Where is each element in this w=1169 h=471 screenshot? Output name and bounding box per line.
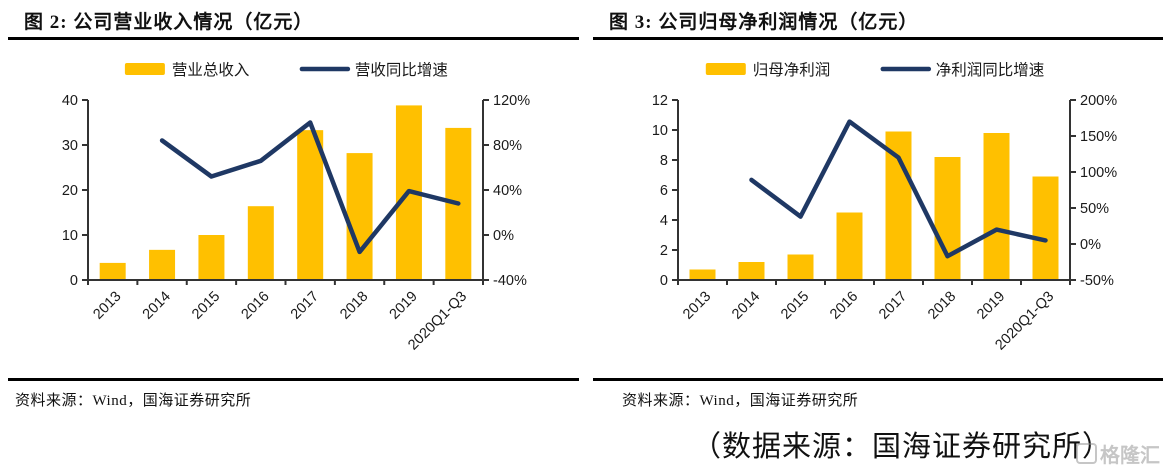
y-tick-label: 10 <box>62 228 78 244</box>
data-source-caption: （数据来源：国海证券研究所） <box>692 431 1113 463</box>
watermark: 格隆汇 <box>1076 439 1160 468</box>
x-tick-label: 2017 <box>876 289 910 323</box>
x-tick-label: 2013 <box>680 289 714 323</box>
x-tick-label: 2017 <box>288 289 322 323</box>
right-tick-label: 40% <box>493 183 522 199</box>
legend-item-0: 营业总收入 <box>124 61 250 79</box>
bar-2016 <box>836 212 863 280</box>
bar-2013 <box>689 269 716 280</box>
x-tick-label: 2016 <box>827 289 861 323</box>
y-tick-label: 2 <box>660 243 668 259</box>
x-tick-label: 2016 <box>239 289 273 323</box>
x-tick-label: 2015 <box>778 289 812 323</box>
source-text: 资料来源：Wind，国海证券研究所 <box>15 393 252 409</box>
revenue-figure: 图 2: 公司营业收入情况（亿元） 0 10 20 30 40 -40% 0% 40% 80% 1… <box>0 0 585 418</box>
right-tick-label: 200% <box>1080 93 1117 109</box>
right-tick-label: 100% <box>1080 165 1117 181</box>
watermark-text: 格隆汇 <box>1100 445 1160 467</box>
legend-label: 净利润同比增速 <box>936 61 1045 79</box>
bar-2017 <box>297 130 324 280</box>
x-tick-label: 2018 <box>925 289 959 323</box>
bar-2018 <box>934 157 961 280</box>
right-tick-label: 0% <box>493 228 514 244</box>
bar-2014 <box>738 262 765 280</box>
y-tick-label: 12 <box>652 93 668 109</box>
title-divider <box>8 37 579 40</box>
y-tick-label: 4 <box>660 213 668 229</box>
bar-2015 <box>198 235 225 280</box>
bar-2017 <box>885 131 912 280</box>
bar-2013 <box>99 262 126 280</box>
legend-label: 营业总收入 <box>172 61 250 79</box>
figure-title: 图 3: 公司归母净利润情况（亿元） <box>609 12 919 33</box>
x-tick-label: 2015 <box>189 289 223 323</box>
legend-item-1: 营收同比增速 <box>299 61 448 79</box>
title-divider <box>593 37 1163 40</box>
x-tick-label: 2018 <box>337 289 371 323</box>
watermark-logo-icon <box>1076 443 1097 464</box>
x-tick-label: 2019 <box>974 289 1008 323</box>
right-tick-label: 0% <box>1080 237 1101 253</box>
bar-2016 <box>247 206 274 280</box>
y-tick-label: 6 <box>660 183 668 199</box>
x-tick-label: 2013 <box>90 289 124 323</box>
right-tick-label: -50% <box>1080 273 1114 289</box>
y-tick-label: 20 <box>62 183 78 199</box>
source-divider <box>8 378 579 381</box>
x-tick-label: 2019 <box>387 289 421 323</box>
source-divider <box>593 378 1163 381</box>
legend-item-1: 净利润同比增速 <box>880 61 1045 79</box>
y-tick-label: 10 <box>652 123 668 139</box>
bar-2020Q1-Q3 <box>1032 176 1059 280</box>
source-text: 资料来源：Wind，国海证券研究所 <box>622 393 859 409</box>
legend-label: 归母净利润 <box>753 61 831 79</box>
y-tick-label: 0 <box>70 273 78 289</box>
right-tick-label: 150% <box>1080 129 1117 145</box>
x-tick-label: 2014 <box>140 289 174 323</box>
y-tick-label: 30 <box>62 138 78 154</box>
bar-2014 <box>149 249 176 280</box>
right-tick-label: 80% <box>493 138 522 154</box>
x-tick-label: 2014 <box>729 289 763 323</box>
right-tick-label: 50% <box>1080 201 1109 217</box>
growth-line <box>749 119 1048 259</box>
legend-item-0: 归母净利润 <box>705 61 831 79</box>
right-tick-label: -40% <box>493 273 527 289</box>
legend-bar-swatch <box>705 63 746 75</box>
bar-2019 <box>983 133 1010 280</box>
revenue-chart: 0 10 20 30 40 -40% 0% 40% 80% 120% 2013 2014 2015 201… <box>62 61 530 353</box>
y-tick-label: 0 <box>660 273 668 289</box>
net-profit-figure: 图 3: 公司归母净利润情况（亿元） 0 2 4 6 8 10 12 -50% 0% 50% 100… <box>585 0 1169 418</box>
growth-line <box>159 120 461 255</box>
bar-2018 <box>346 153 373 280</box>
bar-2015 <box>787 254 814 280</box>
y-tick-label: 8 <box>660 153 668 169</box>
legend-bar-swatch <box>124 63 165 75</box>
y-tick-label: 40 <box>62 93 78 109</box>
right-tick-label: 120% <box>493 93 530 109</box>
legend-label: 营收同比增速 <box>355 61 448 79</box>
figure-title: 图 2: 公司营业收入情况（亿元） <box>24 12 314 33</box>
net-profit-chart: 0 2 4 6 8 10 12 -50% 0% 50% 100% 150% 200% 2013 2014 20… <box>652 61 1117 353</box>
